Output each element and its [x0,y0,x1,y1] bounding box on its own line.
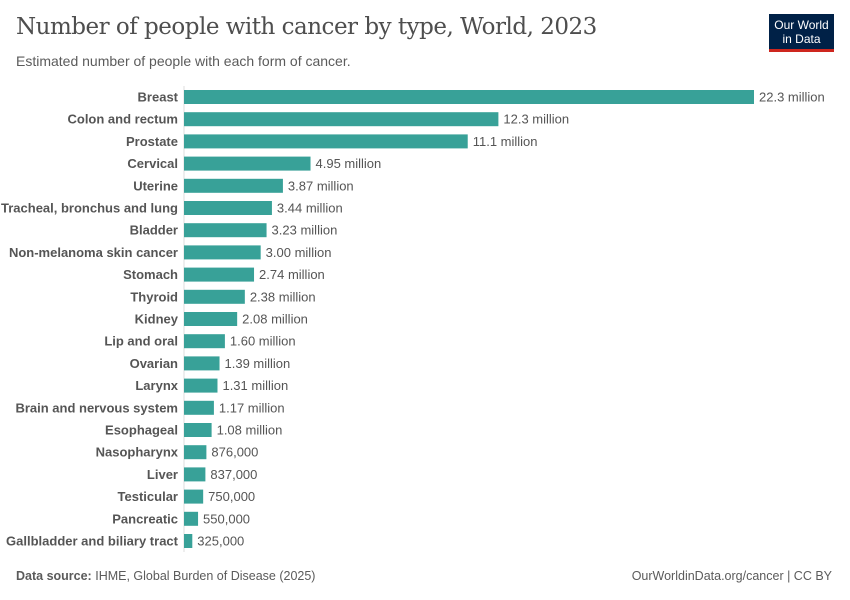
value-label: 837,000 [210,467,257,482]
category-label: Lip and oral [104,334,178,349]
bar[interactable] [184,534,193,548]
value-label: 4.95 million [316,156,382,171]
value-label: 12.3 million [503,112,569,127]
category-label: Larynx [135,378,178,393]
bar[interactable] [184,90,754,104]
category-label: Nasopharynx [96,445,179,460]
category-label: Breast [138,90,179,105]
value-label: 3.44 million [277,201,343,216]
category-label: Liver [147,467,178,482]
chart-subtitle: Estimated number of people with each for… [16,53,351,69]
value-label: 22.3 million [759,90,825,105]
bar[interactable] [184,134,468,149]
category-label: Prostate [126,134,178,149]
bar[interactable] [184,201,272,215]
value-label: 1.31 million [222,378,288,393]
category-label: Kidney [135,312,179,327]
bar[interactable] [184,112,499,127]
bar[interactable] [184,356,220,371]
value-label: 1.60 million [230,334,296,349]
source-text[interactable]: IHME, Global Burden of Disease (2025) [95,569,316,583]
data-source: Data source: IHME, Global Burden of Dise… [16,569,315,583]
value-label: 2.74 million [259,267,325,282]
bar[interactable] [184,467,206,482]
bar[interactable] [184,334,225,349]
value-label: 876,000 [211,445,258,460]
category-label: Stomach [123,267,178,282]
bar[interactable] [184,312,238,326]
category-label: Ovarian [130,356,178,371]
category-label: Colon and rectum [67,112,178,127]
bar[interactable] [184,489,204,504]
category-label: Uterine [133,178,178,193]
value-label: 2.38 million [250,289,316,304]
bar[interactable] [184,378,218,393]
category-label: Pancreatic [112,511,178,526]
owid-logo[interactable]: Our World in Data [769,14,834,52]
value-label: 1.08 million [217,423,283,438]
value-label: 11.1 million [473,134,538,149]
bar[interactable] [184,223,267,238]
bar[interactable] [184,423,212,437]
category-label: Bladder [130,223,178,238]
value-label: 3.00 million [266,245,332,260]
source-label: Data source: [16,569,92,583]
bar[interactable] [184,511,199,526]
value-label: 750,000 [208,489,255,504]
value-label: 1.39 million [225,356,291,371]
category-label: Brain and nervous system [15,400,178,415]
bar[interactable] [184,178,283,193]
category-label: Esophageal [105,423,178,438]
bar[interactable] [184,156,311,171]
category-label: Tracheal, bronchus and lung [1,201,178,216]
category-label: Gallbladder and biliary tract [6,534,179,549]
credit-link[interactable]: OurWorldinData.org/cancer | CC BY [631,569,832,583]
value-label: 3.23 million [272,223,338,238]
value-label: 550,000 [203,511,250,526]
value-label: 325,000 [197,534,244,549]
bar[interactable] [184,245,261,260]
chart-title: Number of people with cancer by type, Wo… [16,14,597,40]
bar[interactable] [184,400,214,415]
value-label: 3.87 million [288,178,354,193]
value-label: 1.17 million [219,400,285,415]
category-label: Testicular [118,489,178,504]
category-label: Cervical [127,156,178,171]
bar[interactable] [184,445,207,460]
value-label: 2.08 million [242,312,308,327]
bar[interactable] [184,267,255,282]
category-label: Non-melanoma skin cancer [9,245,178,260]
category-label: Thyroid [130,289,178,304]
bar[interactable] [184,289,245,304]
